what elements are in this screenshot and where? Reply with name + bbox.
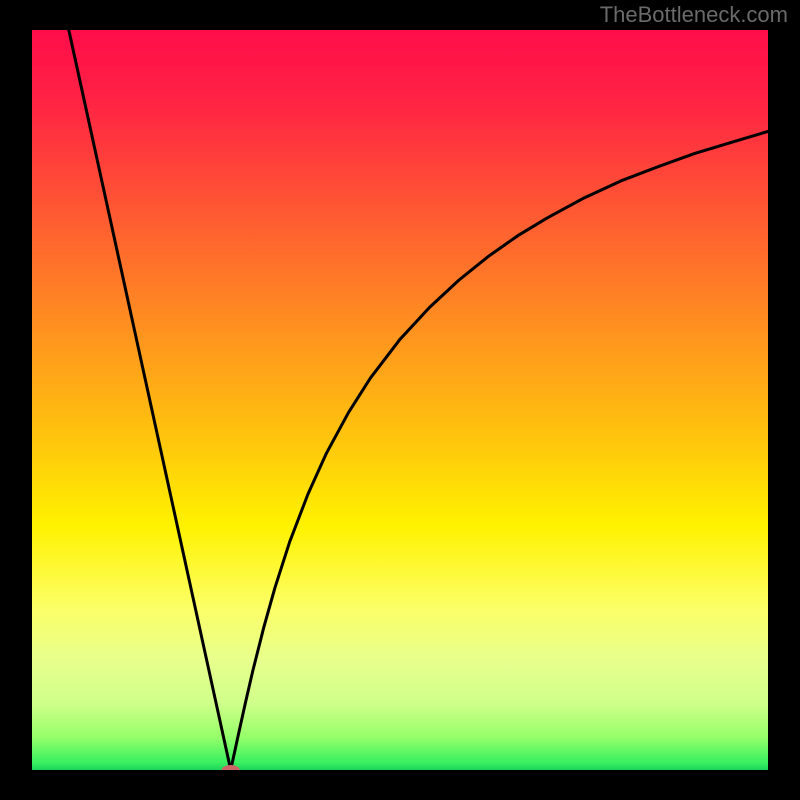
bottleneck-chart (0, 0, 800, 800)
watermark-text: TheBottleneck.com (600, 2, 788, 28)
chart-background (32, 30, 768, 770)
